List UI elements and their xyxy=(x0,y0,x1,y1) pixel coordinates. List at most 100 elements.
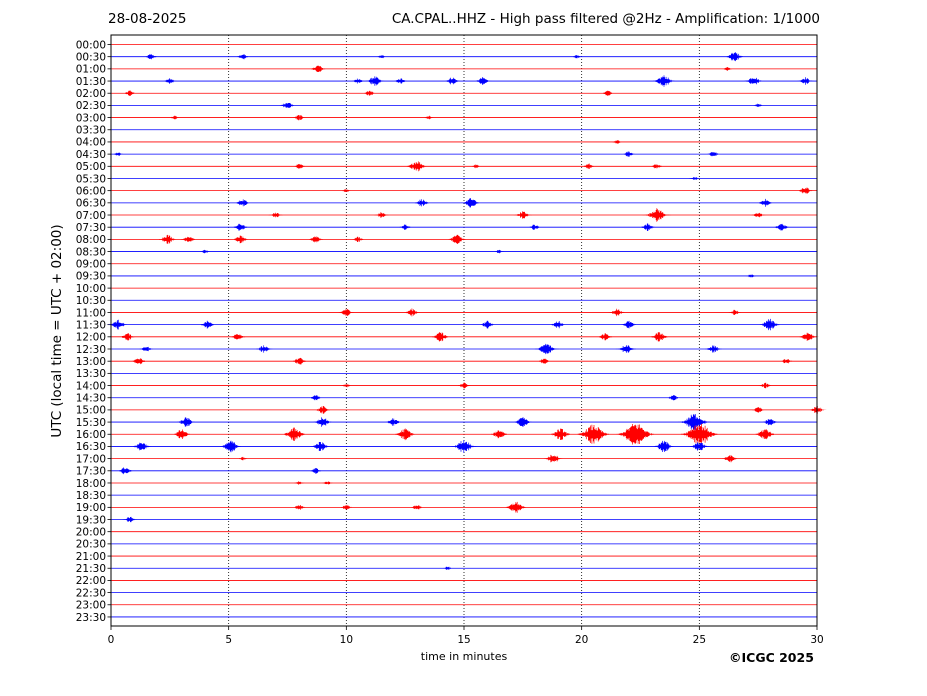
seismic-burst xyxy=(676,423,722,445)
seismic-burst xyxy=(752,429,778,440)
row-label: 14:30 xyxy=(76,393,106,405)
seismic-burst xyxy=(218,440,244,453)
row-label: 02:30 xyxy=(76,100,106,112)
row-label: 20:00 xyxy=(76,527,106,539)
seismic-burst xyxy=(122,516,138,523)
row-label: 19:00 xyxy=(76,502,106,514)
seismic-burst xyxy=(404,161,430,172)
seismic-burst xyxy=(308,395,323,401)
seismic-burst xyxy=(116,467,133,475)
seismic-burst xyxy=(144,54,159,60)
row-label: 15:30 xyxy=(76,417,106,429)
row-label: 10:00 xyxy=(76,283,106,295)
row-label: 23:00 xyxy=(76,600,106,612)
row-label: 12:30 xyxy=(76,344,106,356)
seismic-burst xyxy=(170,429,193,439)
seismic-burst xyxy=(726,309,743,315)
x-tick-label: 10 xyxy=(340,634,353,646)
seismic-burst xyxy=(292,164,306,169)
seismic-burst xyxy=(308,65,328,72)
row-label: 10:30 xyxy=(76,295,106,307)
seismic-burst xyxy=(130,358,149,365)
row-label: 02:00 xyxy=(76,88,106,100)
seismic-burst xyxy=(613,424,659,445)
seismic-burst xyxy=(473,77,492,85)
row-label: 05:30 xyxy=(76,173,106,185)
seismic-burst xyxy=(642,208,672,222)
seismic-burst xyxy=(745,274,757,278)
seismic-burst xyxy=(607,308,627,317)
seismic-burst xyxy=(756,318,783,331)
row-label: 01:30 xyxy=(76,76,106,88)
seismic-burst xyxy=(611,140,624,144)
seismic-burst xyxy=(384,418,402,426)
row-label: 14:00 xyxy=(76,380,106,392)
seismic-burst xyxy=(755,198,775,207)
seismic-burst xyxy=(621,151,636,157)
row-label: 21:00 xyxy=(76,551,106,563)
seismic-burst xyxy=(409,505,425,510)
seismic-burst xyxy=(582,163,596,169)
seismic-burst xyxy=(751,407,765,413)
seismic-burst xyxy=(392,78,409,84)
seismic-burst xyxy=(340,189,353,192)
seismic-burst xyxy=(306,236,325,243)
seismic-burst xyxy=(596,333,615,341)
row-label: 04:30 xyxy=(76,149,106,161)
row-label: 07:30 xyxy=(76,222,106,234)
seismic-burst xyxy=(795,187,815,194)
seismic-burst xyxy=(615,345,637,353)
seismic-burst xyxy=(512,417,534,427)
row-label: 00:00 xyxy=(76,39,106,51)
seismic-burst xyxy=(374,212,389,218)
row-label: 13:30 xyxy=(76,368,106,380)
row-label: 08:00 xyxy=(76,234,106,246)
seismic-burst xyxy=(429,332,452,342)
row-label: 16:00 xyxy=(76,429,106,441)
seismic-burst xyxy=(665,395,680,401)
seismic-burst xyxy=(778,359,794,364)
seismic-burst xyxy=(723,52,745,62)
seismic-burst xyxy=(477,320,497,329)
seismic-burst xyxy=(236,54,251,60)
seismic-burst xyxy=(502,501,529,513)
seismic-burst xyxy=(795,77,815,85)
seismic-burst xyxy=(229,334,247,340)
row-label: 06:00 xyxy=(76,185,106,197)
row-label: 07:00 xyxy=(76,210,106,222)
seismic-burst xyxy=(231,235,249,244)
row-label: 19:30 xyxy=(76,514,106,526)
seismic-burst xyxy=(199,249,212,254)
seismic-burst xyxy=(705,345,722,353)
seismic-burst xyxy=(547,428,573,440)
row-label: 00:30 xyxy=(76,51,106,63)
seismic-burst xyxy=(340,383,353,388)
seismic-burst xyxy=(423,115,435,120)
row-label: 20:30 xyxy=(76,539,106,551)
seismic-burst xyxy=(528,224,542,230)
row-label: 12:00 xyxy=(76,332,106,344)
seismic-burst xyxy=(750,212,766,218)
row-label: 17:00 xyxy=(76,453,106,465)
seismic-burst xyxy=(130,442,153,451)
seismic-burst xyxy=(687,442,711,451)
seismic-burst xyxy=(542,454,565,463)
x-tick-label: 20 xyxy=(575,634,588,646)
seismic-burst xyxy=(648,332,670,342)
seismic-burst xyxy=(441,566,454,570)
date-label: 28-08-2025 xyxy=(108,11,187,27)
seismic-burst xyxy=(290,357,309,365)
seismic-burst xyxy=(118,333,137,341)
seismic-burst xyxy=(760,419,780,426)
row-label: 17:30 xyxy=(76,466,106,478)
seismic-burst xyxy=(291,115,307,121)
seismic-burst xyxy=(279,103,296,108)
seismic-burst xyxy=(534,343,559,355)
seismic-burst xyxy=(169,115,180,120)
seismic-burst xyxy=(232,223,249,231)
seismic-burst xyxy=(268,212,283,218)
row-label: 04:00 xyxy=(76,137,106,149)
seismic-burst xyxy=(753,103,763,107)
seismic-burst xyxy=(676,414,712,431)
